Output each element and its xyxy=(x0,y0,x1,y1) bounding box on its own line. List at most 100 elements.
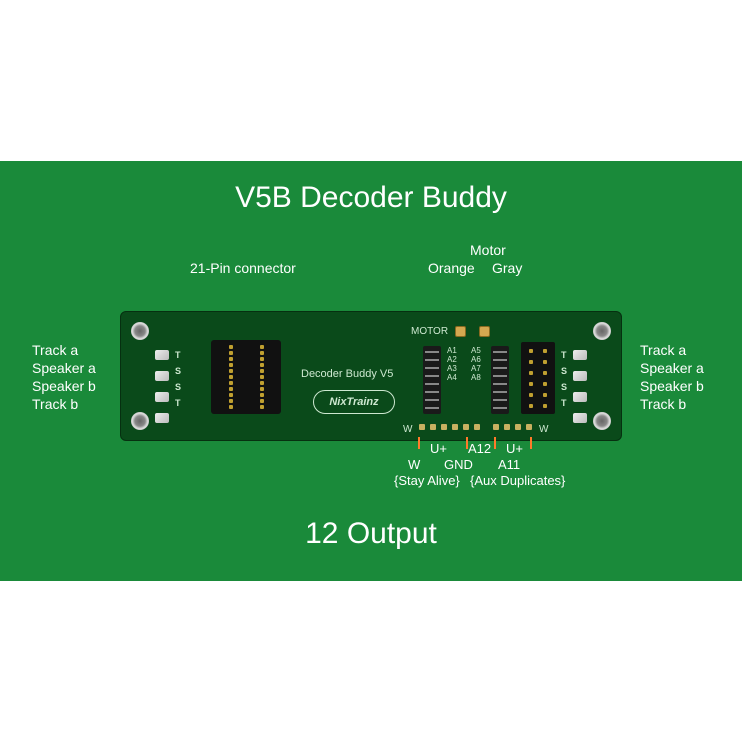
silk-aux: A5 xyxy=(471,346,481,355)
pin xyxy=(229,405,233,409)
tiny-pad xyxy=(452,424,458,430)
tiny-pad xyxy=(419,424,425,430)
chip-lead xyxy=(493,391,507,393)
solder-pad xyxy=(573,392,587,402)
chip-lead xyxy=(425,375,439,377)
pin-column xyxy=(229,344,233,410)
label-21pin: 21-Pin connector xyxy=(190,259,296,277)
chip-lead xyxy=(493,359,507,361)
silk-aux: A4 xyxy=(447,373,457,382)
pin xyxy=(260,369,264,373)
left-pad-column xyxy=(155,350,169,423)
bottom-pad-row xyxy=(419,424,482,430)
pin xyxy=(260,375,264,379)
pin xyxy=(260,351,264,355)
chip-lead xyxy=(425,391,439,393)
pin xyxy=(229,351,233,355)
solder-pad xyxy=(155,371,169,381)
label-a12: A12 xyxy=(468,441,491,456)
pin xyxy=(543,371,547,375)
tiny-pad xyxy=(430,424,436,430)
solder-pad xyxy=(573,350,587,360)
silk-letter: T xyxy=(561,350,567,360)
chip-lead xyxy=(425,399,439,401)
header-row xyxy=(524,393,552,397)
label-gnd: GND xyxy=(444,457,473,472)
tick-mark xyxy=(530,437,532,449)
silk-aux: A6 xyxy=(471,355,481,364)
solder-pad xyxy=(573,413,587,423)
label-left-3: Track b xyxy=(32,395,78,413)
pin xyxy=(260,345,264,349)
pin xyxy=(529,382,533,386)
pin xyxy=(543,404,547,408)
label-a11: A11 xyxy=(498,457,520,472)
pin xyxy=(229,381,233,385)
pin xyxy=(229,345,233,349)
chip-lead xyxy=(493,375,507,377)
header-row xyxy=(524,360,552,364)
silk-letter: S xyxy=(561,366,567,376)
header-row xyxy=(524,349,552,353)
silk-w-left: W xyxy=(403,424,412,435)
right-pad-column xyxy=(573,350,587,423)
silk-w-right: W xyxy=(539,424,548,435)
pin xyxy=(229,393,233,397)
tiny-pad xyxy=(493,424,499,430)
silk-aux: A7 xyxy=(471,364,481,373)
silk-aux: A2 xyxy=(447,355,457,364)
page-title: V5B Decoder Buddy xyxy=(235,181,507,215)
pin xyxy=(543,349,547,353)
label-orange: Orange xyxy=(428,259,475,277)
chip-lead xyxy=(425,407,439,409)
pin xyxy=(260,387,264,391)
solder-pad xyxy=(573,371,587,381)
silk-aux: A1 xyxy=(447,346,457,355)
pin xyxy=(260,393,264,397)
label-gray: Gray xyxy=(492,259,522,277)
pin xyxy=(229,363,233,367)
ic-chip xyxy=(423,346,441,414)
tick-mark xyxy=(494,437,496,449)
pin xyxy=(229,399,233,403)
silk-letter: T xyxy=(175,350,181,360)
tiny-pad xyxy=(515,424,521,430)
pin xyxy=(529,393,533,397)
pin-column xyxy=(260,344,264,410)
tiny-pad xyxy=(463,424,469,430)
chip-lead xyxy=(425,383,439,385)
label-w2: W xyxy=(408,457,420,472)
mounting-hole xyxy=(131,412,149,430)
chip-lead xyxy=(425,367,439,369)
pin xyxy=(543,382,547,386)
chip-lead xyxy=(425,351,439,353)
diagram-canvas: V5B Decoder Buddy 21-Pin connector Motor… xyxy=(0,161,742,581)
label-right-0: Track a xyxy=(640,341,686,359)
chip-lead xyxy=(493,351,507,353)
motor-pad-gray xyxy=(479,326,490,337)
label-left-1: Speaker a xyxy=(32,359,96,377)
pin xyxy=(529,360,533,364)
label-uplus-1: U+ xyxy=(430,441,447,456)
silk-letter: S xyxy=(561,382,567,392)
pcb-board: T S S T T S S T Decoder Bud xyxy=(120,311,622,441)
header-row xyxy=(524,404,552,408)
pin xyxy=(260,405,264,409)
pin xyxy=(229,357,233,361)
silk-aux: A8 xyxy=(471,373,481,382)
pin xyxy=(543,360,547,364)
solder-pad xyxy=(155,392,169,402)
tiny-pad xyxy=(504,424,510,430)
tiny-pad xyxy=(474,424,480,430)
silk-main-text: Decoder Buddy V5 xyxy=(301,368,393,380)
header-row xyxy=(524,382,552,386)
silk-letter: T xyxy=(561,398,567,408)
header-row xyxy=(524,371,552,375)
pin xyxy=(229,375,233,379)
pin xyxy=(529,349,533,353)
right-header-block xyxy=(521,342,555,414)
logo-nixtrainz: NixTrainz xyxy=(313,390,395,414)
silk-aux: A3 xyxy=(447,364,457,373)
label-motor: Motor xyxy=(470,241,506,259)
label-stay-alive: {Stay Alive} xyxy=(394,473,460,488)
